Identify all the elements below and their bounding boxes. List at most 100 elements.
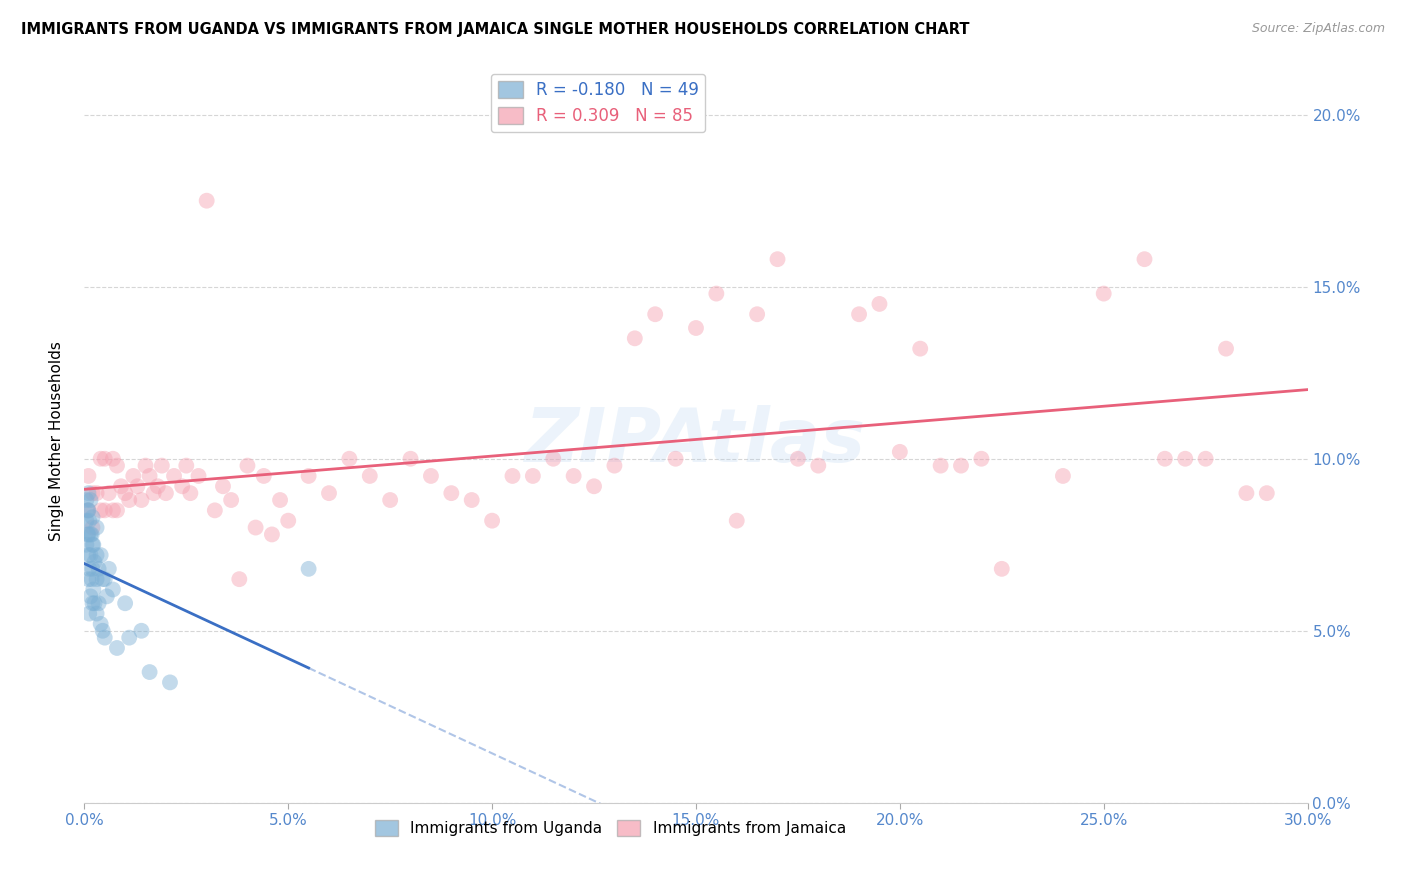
Text: Source: ZipAtlas.com: Source: ZipAtlas.com — [1251, 22, 1385, 36]
Point — [1133, 252, 1156, 267]
Point — [1236, 486, 1258, 500]
Point — [991, 562, 1014, 576]
Point — [399, 451, 422, 466]
Point — [93, 451, 115, 466]
Point — [228, 572, 250, 586]
Point — [603, 458, 626, 473]
Point — [97, 486, 120, 500]
Point — [105, 640, 128, 655]
Legend: Immigrants from Uganda, Immigrants from Jamaica: Immigrants from Uganda, Immigrants from … — [368, 814, 852, 842]
Point — [96, 590, 118, 604]
Point — [440, 486, 463, 500]
Y-axis label: Single Mother Households: Single Mother Households — [49, 342, 63, 541]
Point — [766, 252, 789, 267]
Point — [82, 510, 104, 524]
Point — [174, 458, 197, 473]
Point — [807, 458, 830, 473]
Point — [138, 469, 160, 483]
Point — [87, 596, 110, 610]
Point — [461, 493, 484, 508]
Point — [725, 514, 748, 528]
Point — [172, 479, 194, 493]
Point — [77, 514, 100, 528]
Point — [1154, 451, 1177, 466]
Point — [127, 479, 149, 493]
Point — [179, 486, 201, 500]
Point — [80, 527, 103, 541]
Point — [150, 458, 173, 473]
Point — [79, 548, 101, 562]
Point — [219, 493, 242, 508]
Point — [79, 590, 101, 604]
Point — [269, 493, 291, 508]
Point — [970, 451, 993, 466]
Point — [298, 562, 321, 576]
Point — [86, 607, 108, 621]
Point — [86, 486, 108, 500]
Point — [86, 572, 108, 586]
Point — [97, 562, 120, 576]
Point — [380, 493, 402, 508]
Point — [77, 572, 100, 586]
Point — [105, 458, 128, 473]
Point — [77, 548, 100, 562]
Point — [543, 451, 565, 466]
Point — [90, 616, 112, 631]
Point — [76, 527, 98, 541]
Point — [77, 562, 100, 576]
Point — [869, 297, 891, 311]
Point — [204, 503, 226, 517]
Point — [101, 451, 124, 466]
Point — [131, 493, 153, 508]
Point — [142, 486, 165, 500]
Point — [1174, 451, 1197, 466]
Point — [481, 514, 503, 528]
Point — [76, 503, 98, 517]
Point — [359, 469, 381, 483]
Point — [80, 572, 103, 586]
Point — [101, 582, 124, 597]
Point — [950, 458, 973, 473]
Point — [93, 572, 115, 586]
Point — [502, 469, 524, 483]
Point — [339, 451, 361, 466]
Point — [212, 479, 235, 493]
Point — [848, 307, 870, 321]
Point — [101, 503, 124, 517]
Point — [624, 331, 647, 345]
Point — [135, 458, 157, 473]
Point — [91, 572, 114, 586]
Point — [1195, 451, 1218, 466]
Point — [929, 458, 952, 473]
Point — [118, 631, 141, 645]
Point — [236, 458, 259, 473]
Point — [105, 503, 128, 517]
Point — [83, 555, 105, 569]
Point — [685, 321, 707, 335]
Point — [1052, 469, 1074, 483]
Point — [79, 527, 101, 541]
Point — [187, 469, 209, 483]
Point — [706, 286, 728, 301]
Point — [665, 451, 688, 466]
Point — [1256, 486, 1278, 500]
Point — [86, 520, 108, 534]
Point — [91, 624, 114, 638]
Point — [114, 486, 136, 500]
Point — [420, 469, 443, 483]
Point — [114, 596, 136, 610]
Point — [75, 538, 97, 552]
Point — [77, 527, 100, 541]
Point — [77, 486, 100, 500]
Point — [82, 596, 104, 610]
Point — [93, 503, 115, 517]
Point — [87, 562, 110, 576]
Point — [110, 479, 132, 493]
Point — [1215, 342, 1237, 356]
Point — [318, 486, 340, 500]
Point — [1092, 286, 1115, 301]
Point — [82, 520, 104, 534]
Point — [93, 631, 115, 645]
Point — [77, 503, 100, 517]
Point — [245, 520, 267, 534]
